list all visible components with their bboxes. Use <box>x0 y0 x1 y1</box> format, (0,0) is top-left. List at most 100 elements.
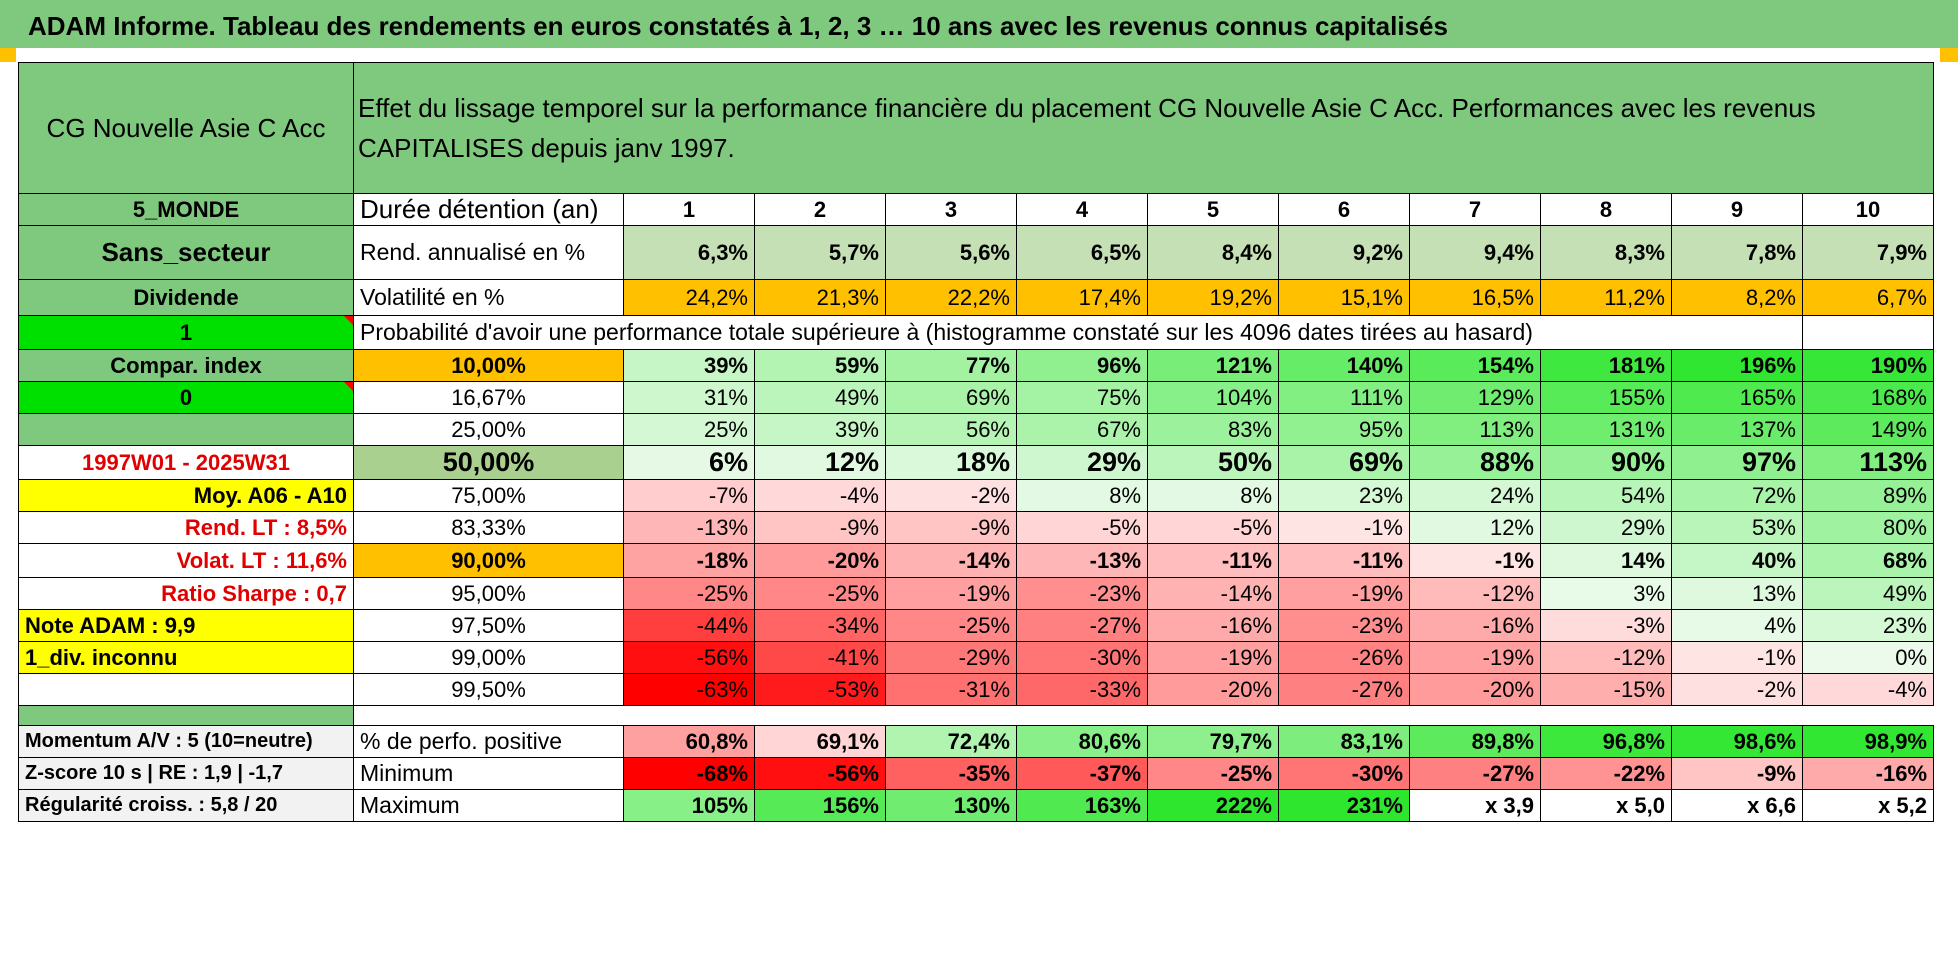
pos-cell: 98,9% <box>1802 725 1934 758</box>
pos-cell: 98,6% <box>1671 725 1803 758</box>
quantile-cell: 25% <box>623 413 755 446</box>
corner-marker <box>1940 48 1958 62</box>
quantile-cell: -5% <box>1147 511 1279 544</box>
quantile-row: 25,00% 25% 39% 56% 67% 83% 95% 113% 131% 137% 149% <box>18 413 1934 446</box>
sharpe-label: Ratio Sharpe : 0,7 <box>18 577 354 610</box>
zscore-label: Z-score 10 s | RE : 1,9 | -1,7 <box>18 757 354 790</box>
quantile-cell: 50% <box>1147 445 1279 480</box>
min-cell: -68% <box>623 757 755 790</box>
quantile-row: Ratio Sharpe : 0,7 95,00% -25% -25% -19% -23%… <box>18 577 1934 610</box>
quantile-cell: -15% <box>1540 673 1672 706</box>
quantile-cell: 97% <box>1671 445 1803 480</box>
div-label: 1_div. inconnu <box>18 641 354 674</box>
max-cell: 231% <box>1278 789 1410 822</box>
quantile-cell: -20% <box>1147 673 1279 706</box>
quantile-cell: -16% <box>1409 609 1541 642</box>
quantile-cell: -56% <box>623 641 755 674</box>
quantile-cell: -9% <box>885 511 1017 544</box>
pos-cell: 72,4% <box>885 725 1017 758</box>
quantile-cell: -31% <box>885 673 1017 706</box>
rend-cell: 8,3% <box>1540 225 1672 280</box>
rend-cell: 8,4% <box>1147 225 1279 280</box>
quantile-cell: -16% <box>1147 609 1279 642</box>
quantile-cell: -25% <box>754 577 886 610</box>
sector-label: Sans_secteur <box>18 225 354 280</box>
quantile-cell: 83% <box>1147 413 1279 446</box>
quantile-cell: -2% <box>1671 673 1803 706</box>
spacer <box>354 706 1934 726</box>
quantile-cell: 154% <box>1409 349 1541 382</box>
quantile-cell: -33% <box>1016 673 1148 706</box>
momentum-label: Momentum A/V : 5 (10=neutre) <box>18 725 354 758</box>
period-label: 1997W01 - 2025W31 <box>18 445 354 480</box>
pos-cell: 60,8% <box>623 725 755 758</box>
note-label: Note ADAM : 9,9 <box>18 609 354 642</box>
quantile-cell: -14% <box>885 543 1017 578</box>
quantile-row: Rend. LT : 8,5% 83,33% -13% -9% -9% -5% -5% -1%… <box>18 511 1934 544</box>
min-cell: -56% <box>754 757 886 790</box>
min-cell: -37% <box>1016 757 1148 790</box>
quantile-cell: -1% <box>1671 641 1803 674</box>
quantile-level: 99,00% <box>353 641 624 674</box>
quantile-level: 10,00% <box>353 349 624 382</box>
min-cell: -27% <box>1409 757 1541 790</box>
max-cell: x 5,2 <box>1802 789 1934 822</box>
year-header: 5 <box>1147 193 1279 226</box>
quantile-cell: 149% <box>1802 413 1934 446</box>
year-header: 4 <box>1016 193 1148 226</box>
quantile-level: 75,00% <box>353 479 624 512</box>
quantile-level: 95,00% <box>353 577 624 610</box>
quantile-cell: 29% <box>1016 445 1148 480</box>
quantile-cell: -23% <box>1016 577 1148 610</box>
quantile-cell: 75% <box>1016 381 1148 414</box>
pos-cell: 89,8% <box>1409 725 1541 758</box>
year-header: 10 <box>1802 193 1934 226</box>
quantile-row: 1_div. inconnu 99,00% -56% -41% -29% -30% -19%… <box>18 641 1934 674</box>
quantile-row: Compar. index 10,00% 39% 59% 77% 96% 121% 140% 1… <box>18 349 1934 382</box>
quantile-row: 99,50% -63% -53% -31% -33% -20% -27% -20% -15% -2… <box>18 673 1934 706</box>
rend-cell: 6,3% <box>623 225 755 280</box>
pos-cell: 80,6% <box>1016 725 1148 758</box>
vol-cell: 16,5% <box>1409 279 1541 316</box>
min-cell: -16% <box>1802 757 1934 790</box>
performance-table: CG Nouvelle Asie C Acc Effet du lissage … <box>18 62 1934 822</box>
quantile-cell: 59% <box>754 349 886 382</box>
quantile-cell: 53% <box>1671 511 1803 544</box>
spacer <box>18 705 354 726</box>
quantile-cell: 14% <box>1540 543 1672 578</box>
vol-cell: 6,7% <box>1802 279 1934 316</box>
dividend-label: Dividende <box>18 279 354 316</box>
vol-label: Volatilité en % <box>353 279 624 316</box>
max-cell: 163% <box>1016 789 1148 822</box>
quantile-row: 0 16,67% 31% 49% 69% 75% 104% 111% 129% 155% 165% 1… <box>18 381 1934 414</box>
quantile-cell: 140% <box>1278 349 1410 382</box>
quantile-cell: 190% <box>1802 349 1934 382</box>
quantile-cell: 113% <box>1802 445 1934 480</box>
quantile-cell: 95% <box>1278 413 1410 446</box>
quantile-cell: 49% <box>1802 577 1934 610</box>
quantile-cell: -19% <box>885 577 1017 610</box>
quantile-cell: -23% <box>1278 609 1410 642</box>
quantile-cell: 89% <box>1802 479 1934 512</box>
quantile-cell: 165% <box>1671 381 1803 414</box>
quantile-cell: -3% <box>1540 609 1672 642</box>
quantile-cell: 121% <box>1147 349 1279 382</box>
fund-name: CG Nouvelle Asie C Acc <box>18 62 354 194</box>
year-header: 1 <box>623 193 755 226</box>
rend-cell: 7,8% <box>1671 225 1803 280</box>
quantile-cell: -25% <box>885 609 1017 642</box>
quantile-cell: -63% <box>623 673 755 706</box>
quantile-cell: 29% <box>1540 511 1672 544</box>
quantile-cell: 96% <box>1016 349 1148 382</box>
moy-label: Moy. A06 - A10 <box>18 479 354 512</box>
quantile-cell: 196% <box>1671 349 1803 382</box>
quantile-cell: 56% <box>885 413 1017 446</box>
quantile-row: Note ADAM : 9,9 97,50% -44% -34% -25% -27% -16… <box>18 609 1934 642</box>
pos-label: % de perfo. positive <box>353 725 624 758</box>
quantile-cell: -27% <box>1278 673 1410 706</box>
year-header: 2 <box>754 193 886 226</box>
quantile-cell: -11% <box>1278 543 1410 578</box>
flag-0: 0 <box>18 381 354 414</box>
pos-cell: 69,1% <box>754 725 886 758</box>
quantile-cell: -2% <box>885 479 1017 512</box>
